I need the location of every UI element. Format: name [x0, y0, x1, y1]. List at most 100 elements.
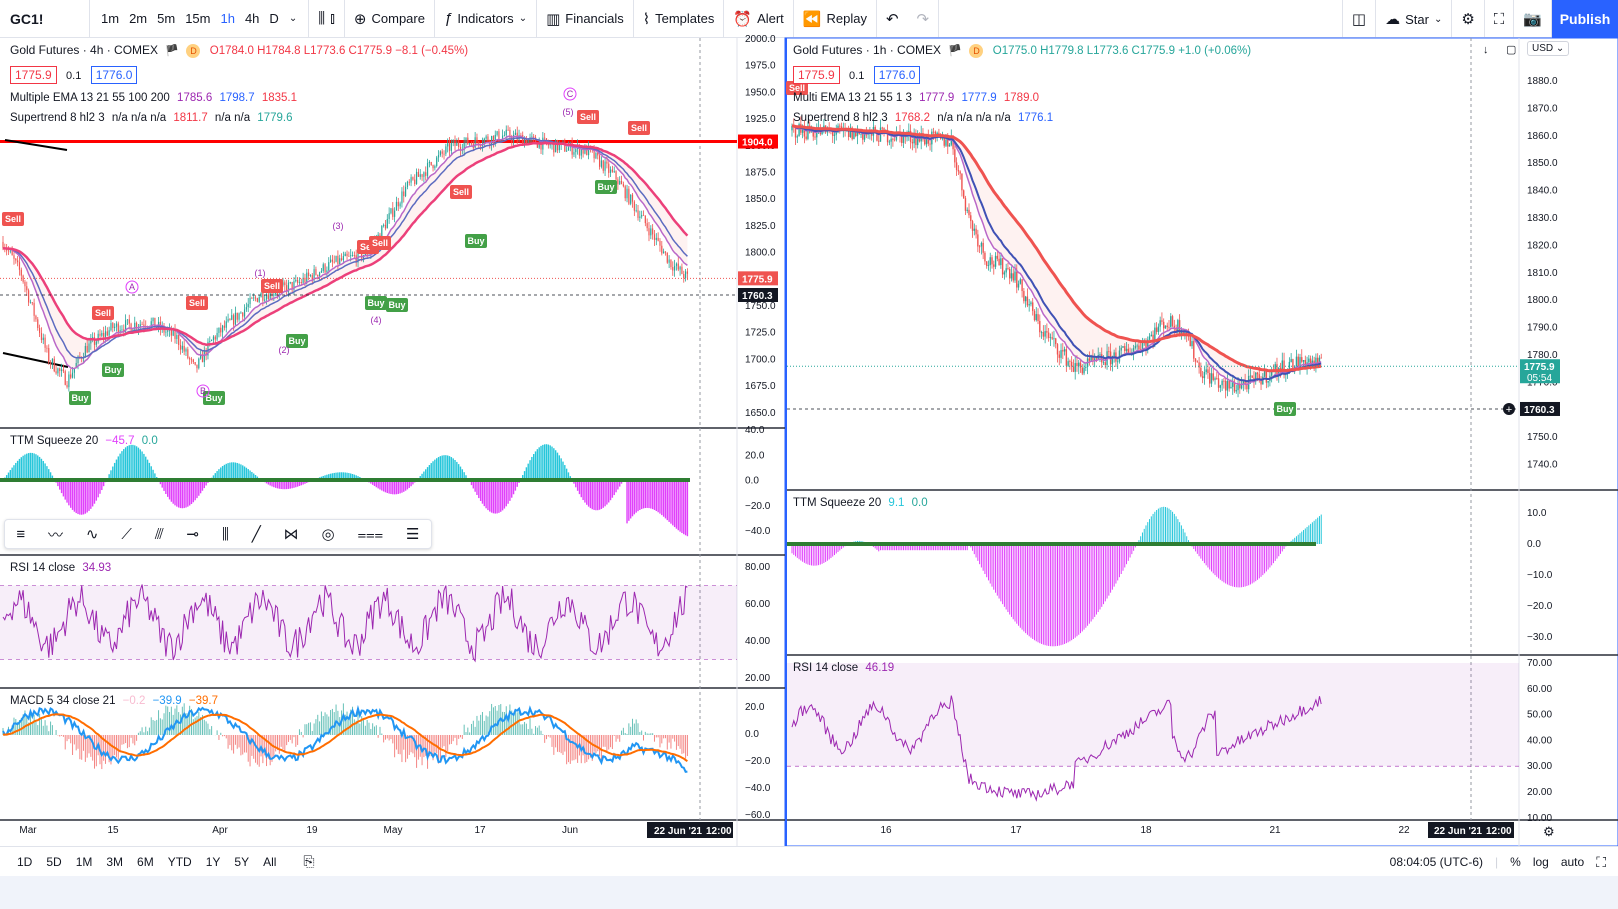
left-rsi-legend[interactable]: RSI 14 close 34.93	[10, 562, 111, 574]
ttm-bar	[534, 451, 537, 480]
macd-bar	[584, 735, 586, 764]
wave-label: (3)	[333, 221, 344, 231]
charts-canvas[interactable]: 2000.01975.01950.01925.01900.01875.01850…	[0, 0, 1618, 846]
indicators-button[interactable]: ƒ Indicators ⌄	[435, 0, 538, 37]
financials-button[interactable]: ▥ Financials	[537, 0, 634, 37]
pattern-icon[interactable]: ⋈	[283, 526, 299, 543]
ttm-bar	[629, 480, 632, 519]
undo-button[interactable]: ↶	[877, 0, 908, 37]
right-ttm-legend[interactable]: TTM Squeeze 20 9.1 0.0	[793, 497, 928, 509]
snapshot-button[interactable]: 📷	[1514, 0, 1552, 38]
range-1m[interactable]: 1M	[75, 854, 93, 869]
fib-icon[interactable]: ⫻	[154, 525, 164, 543]
timeframe-1h[interactable]: 1h	[220, 11, 235, 26]
candle-body	[1178, 320, 1181, 334]
log-toggle[interactable]: log	[1532, 855, 1549, 869]
alert-button[interactable]: ⏰ Alert	[724, 0, 794, 37]
ttm-bar	[68, 480, 70, 506]
ttm-bar	[77, 480, 79, 515]
gann-icon[interactable]: ⫼	[221, 525, 229, 543]
candle-body	[650, 228, 652, 236]
macd-bar	[685, 735, 687, 759]
left-macd-legend[interactable]: MACD 5 34 close 21 −0.2 −39.9 −39.7	[10, 695, 218, 707]
right-rsi-legend[interactable]: RSI 14 close 46.19	[793, 662, 894, 674]
candle-body	[1251, 375, 1253, 378]
candle-body	[298, 282, 301, 283]
macd-bar	[643, 735, 644, 741]
candle-body	[1196, 361, 1199, 363]
range-ytd[interactable]: YTD	[167, 854, 192, 869]
right-ema-legend[interactable]: Multi EMA 13 21 55 1 3 1777.9 1777.9 178…	[793, 92, 1039, 104]
macd-bar	[79, 735, 81, 760]
left-supertrend-legend[interactable]: Supertrend 8 hl2 3 n/a n/a n/a 1811.7 n/…	[10, 112, 292, 124]
range-5y[interactable]: 5Y	[234, 854, 250, 869]
right-ask-pill[interactable]: 1776.0	[873, 66, 921, 84]
left-ask-pill[interactable]: 1776.0	[90, 66, 138, 84]
candle-body	[176, 334, 178, 339]
candle-body	[1249, 375, 1252, 377]
chart-type-button[interactable]: ⫼ ⫾	[309, 0, 345, 37]
timeframe-2m[interactable]: 2m	[129, 11, 148, 26]
right-supertrend-legend[interactable]: Supertrend 8 hl2 3 1768.2 n/a n/a n/a n/…	[793, 112, 1053, 124]
clock-label[interactable]: 08:04:05 (UTC-6)	[1389, 855, 1484, 869]
drag-handle-icon[interactable]: ≡	[16, 525, 26, 543]
macd-bar	[216, 730, 218, 735]
templates-button[interactable]: ⌇ Templates	[634, 0, 725, 37]
ttm-bar	[33, 453, 35, 480]
ttm-bar	[340, 472, 343, 480]
range-5d[interactable]: 5D	[46, 854, 62, 869]
right-chart[interactable]: 1880.01870.01860.01850.01840.01830.01820…	[786, 38, 1618, 846]
left-chart[interactable]: 2000.01975.01950.01925.01900.01875.01850…	[0, 34, 785, 846]
right-bid-pill[interactable]: 1775.9	[793, 66, 840, 84]
range-all[interactable]: All	[263, 854, 277, 869]
elliott-wave-icon[interactable]: 〰	[48, 526, 64, 544]
settings-button[interactable]: ⚙	[1452, 0, 1485, 38]
right-ttm-val-1: 9.1	[888, 497, 905, 509]
ttm-bar	[560, 458, 562, 480]
candle-body	[324, 264, 326, 273]
range-1d[interactable]: 1D	[17, 854, 33, 869]
layout-button[interactable]: ◫	[1341, 0, 1377, 38]
percent-toggle[interactable]: %	[1510, 855, 1521, 869]
ttm-bar	[562, 461, 564, 480]
timeframe-1m[interactable]: 1m	[101, 11, 120, 26]
candles-icon: ⫼	[318, 10, 326, 27]
horizontal-line-icon[interactable]: ⊸	[186, 526, 200, 543]
ttm-bar	[66, 480, 68, 503]
compare-button[interactable]: ⊕ Compare	[345, 0, 435, 37]
timeframe-more-icon[interactable]: ⌄	[288, 13, 298, 24]
macd-bar	[200, 716, 202, 735]
timeframe-4h[interactable]: 4h	[244, 11, 260, 26]
ray-icon[interactable]: ╱	[251, 526, 261, 543]
left-bid-pill[interactable]: 1775.9	[10, 66, 57, 84]
ttm-bar	[677, 480, 679, 531]
range-6m[interactable]: 6M	[137, 854, 154, 869]
fullscreen-bottom-icon[interactable]: ⛶	[1596, 853, 1606, 870]
left-ema-legend[interactable]: Multiple EMA 13 21 55 100 200 1785.6 179…	[10, 92, 297, 104]
candle-body	[1118, 350, 1121, 362]
timeframe-D[interactable]: D	[269, 11, 279, 26]
timeframe-5m[interactable]: 5m	[157, 11, 176, 26]
auto-toggle[interactable]: auto	[1560, 855, 1585, 869]
macd-bar	[569, 735, 571, 764]
cycle-icon[interactable]: ◎	[321, 526, 335, 543]
abc-wave-icon[interactable]: ∿	[85, 526, 99, 543]
trend-line-icon[interactable]: ⟋	[121, 525, 132, 543]
fullscreen-button[interactable]: ⛶	[1485, 0, 1515, 38]
redo-button[interactable]: ↷	[908, 0, 940, 37]
symbol-search-button[interactable]: GC1!	[0, 0, 90, 37]
save-star-button[interactable]: ☁ Star ⌄	[1376, 0, 1453, 38]
range-1y[interactable]: 1Y	[205, 854, 221, 869]
calendar-goto-icon[interactable]: ⎘	[303, 853, 315, 869]
candle-body	[947, 139, 949, 147]
publish-button[interactable]: Publish	[1552, 0, 1618, 38]
timeframe-15m[interactable]: 15m	[185, 11, 211, 26]
channel-icon[interactable]: ⩶	[357, 525, 384, 543]
currency-selector[interactable]: USD ⌄	[1527, 41, 1570, 56]
ttm-bar	[73, 480, 76, 512]
ttm-bar	[1032, 544, 1034, 639]
settings-lines-icon[interactable]: ☰	[406, 526, 420, 543]
left-ttm-legend[interactable]: TTM Squeeze 20 −45.7 0.0	[10, 435, 158, 447]
range-3m[interactable]: 3M	[106, 854, 124, 869]
replay-button[interactable]: ⏪ Replay	[794, 0, 877, 37]
